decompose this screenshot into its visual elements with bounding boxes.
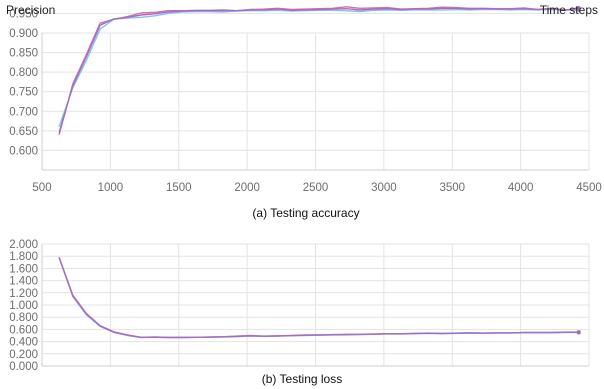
accuracy-series-group	[58, 5, 581, 135]
loss-series-line-1	[58, 257, 579, 338]
loss-series-line-2	[58, 257, 579, 339]
loss-y-tick-label: 1.400	[9, 276, 38, 288]
accuracy-x-tick-label: 1000	[98, 182, 124, 194]
loss-y-tick-label: 0.800	[9, 312, 38, 324]
loss-y-tick-label: 0.600	[9, 324, 38, 336]
loss-grid	[42, 243, 590, 367]
loss-caption: (b) Testing loss	[262, 372, 342, 386]
loss-y-tick-label: 0.000	[9, 361, 38, 373]
accuracy-y-tick-label: 0.900	[9, 28, 38, 40]
accuracy-y-tick-label: 0.800	[9, 67, 38, 79]
accuracy-y-axis-title: Precision	[6, 3, 55, 17]
accuracy-y-tick-label: 0.750	[9, 87, 38, 99]
accuracy-x-tick-label: 3500	[439, 182, 465, 194]
accuracy-x-tick-label: 2000	[234, 182, 260, 194]
accuracy-series-line-2	[58, 8, 579, 128]
accuracy-y-tick-label: 0.900	[9, 0, 38, 1]
loss-y-tick-label: 1.000	[9, 300, 38, 312]
loss-series-end-marker-3	[576, 330, 581, 335]
accuracy-x-tick-label: 500	[32, 182, 51, 194]
accuracy-x-axis-title: Time steps	[540, 3, 598, 17]
accuracy-series-line-1	[58, 6, 579, 135]
loss-y-tick-label: 1.200	[9, 288, 38, 300]
loss-y-tick-label: 1.800	[9, 251, 38, 263]
loss-axes: 0.0000.2000.4000.6000.8001.0001.2001.400…	[9, 239, 589, 373]
accuracy-y-tick-label: 0.600	[9, 145, 38, 157]
loss-y-tick-label: 0.400	[9, 337, 38, 349]
loss-chart: 0.0000.2000.4000.6000.8001.0001.2001.400…	[9, 239, 590, 386]
accuracy-x-tick-label: 2500	[303, 182, 329, 194]
accuracy-grid	[42, 12, 590, 170]
loss-series-group	[58, 257, 581, 339]
accuracy-caption: (a) Testing accuracy	[252, 206, 359, 220]
accuracy-series-line-3	[58, 7, 579, 133]
accuracy-x-tick-label: 4000	[508, 182, 534, 194]
accuracy-x-tick-label: 4500	[576, 182, 602, 194]
accuracy-chart: 500 1000 1500 2000 2500 3000 3500 4000 4500 0.600…	[6, 0, 602, 220]
accuracy-y-tick-label: 0.650	[9, 126, 38, 138]
loss-y-tick-label: 0.200	[9, 349, 38, 361]
accuracy-y-tick-label: 0.700	[9, 106, 38, 118]
loss-series-line-3	[58, 257, 579, 339]
accuracy-axes: 500 1000 1500 2000 2500 3000 3500 4000 4500 0.600…	[9, 0, 602, 194]
loss-y-tick-label: 1.600	[9, 263, 38, 275]
accuracy-x-tick-label: 1500	[166, 182, 192, 194]
accuracy-y-tick-label: 0.950	[9, 8, 38, 20]
accuracy-x-tick-label: 3000	[371, 182, 397, 194]
accuracy-series-end-marker-3	[576, 6, 581, 11]
accuracy-y-tick-label: 0.850	[9, 48, 38, 60]
loss-y-tick-label: 2.000	[9, 239, 38, 251]
